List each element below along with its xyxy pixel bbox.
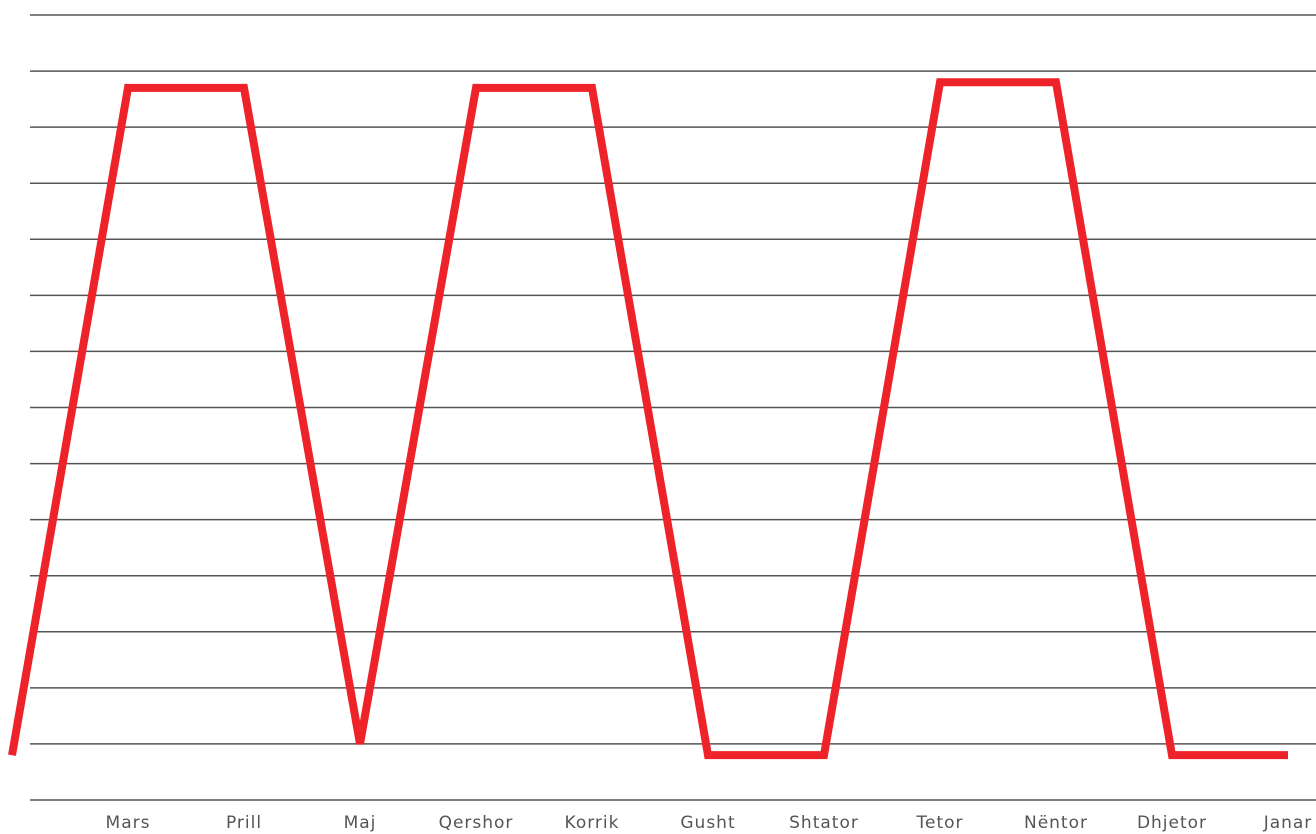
x-tick-label: Qershor	[439, 813, 514, 833]
x-tick-label: Korrik	[565, 813, 620, 833]
x-tick-label: Janar	[1263, 813, 1313, 833]
series-line	[8, 78, 1288, 760]
x-tick-label: Gusht	[680, 813, 735, 833]
x-tick-label: Nëntor	[1024, 813, 1088, 833]
x-tick-label: Maj	[344, 813, 377, 833]
x-tick-label: Mars	[106, 813, 151, 833]
x-tick-label: Shtator	[789, 813, 859, 833]
x-tick-label: Tetor	[915, 813, 963, 833]
x-tick-label: Prill	[226, 813, 262, 833]
x-tick-label: Dhjetor	[1137, 813, 1207, 833]
